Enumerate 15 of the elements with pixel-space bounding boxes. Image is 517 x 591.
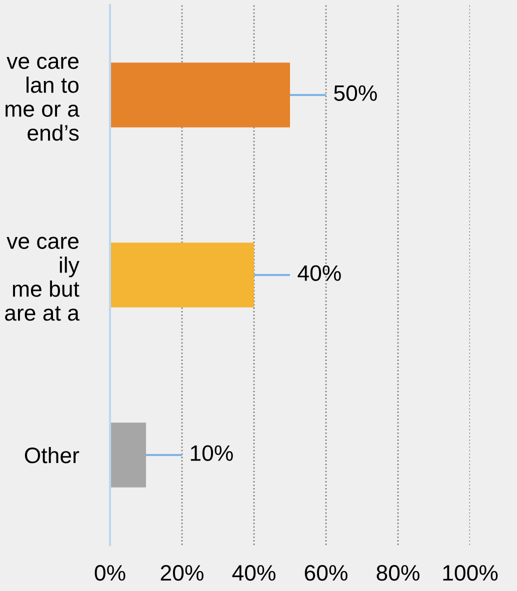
x-tick-label: 40%: [232, 565, 276, 581]
data-label: 40%: [298, 265, 341, 281]
x-tick-label: 0%: [94, 565, 126, 581]
y-tick-label: ve care ily me but are at a: [5, 236, 80, 321]
y-tick-label: Other: [24, 446, 80, 464]
x-tick-label: 60%: [304, 565, 348, 581]
data-label: 50%: [334, 85, 377, 101]
bar: [110, 422, 146, 488]
x-tick-label: 20%: [160, 565, 204, 581]
x-tick-label: 100%: [443, 565, 498, 581]
x-tick-label: 80%: [376, 565, 420, 581]
data-label: 10%: [190, 445, 233, 461]
bar: [110, 62, 290, 128]
bar: [110, 242, 254, 308]
y-tick-label: ve care lan to me or a end’s: [6, 56, 80, 141]
